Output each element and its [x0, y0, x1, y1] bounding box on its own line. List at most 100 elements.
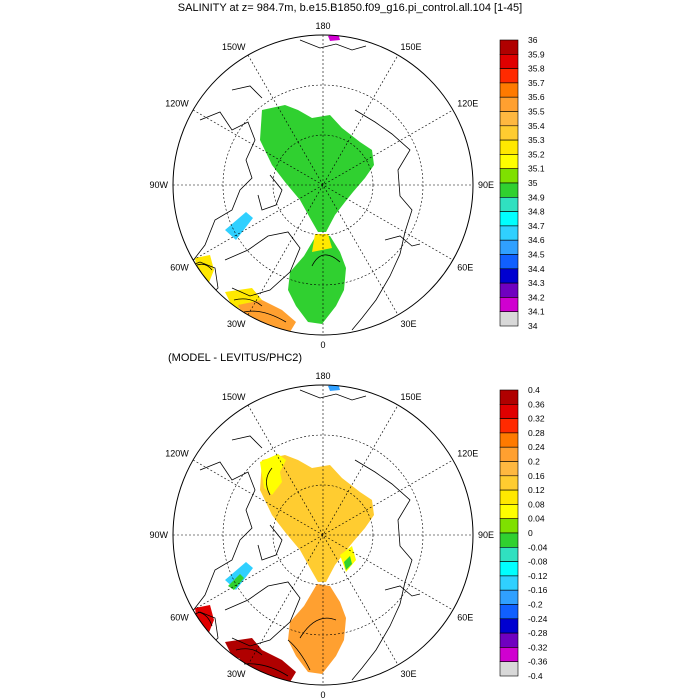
colorbar-label: -0.4	[528, 671, 543, 681]
difference-field	[195, 385, 374, 682]
lon-label: 180	[315, 371, 330, 381]
colorbar-swatch	[499, 618, 519, 634]
colorbar-label: 34.2	[528, 292, 545, 302]
colorbar-swatch	[499, 532, 519, 548]
colorbar-label: 35.6	[528, 92, 545, 102]
lon-label: 0	[320, 690, 325, 700]
colorbar-label: 34.9	[528, 192, 545, 202]
lon-label: 120W	[165, 449, 189, 459]
labrador-green-region	[228, 574, 244, 590]
colorbar-label: -0.08	[528, 557, 548, 567]
lon-label: 60E	[457, 263, 473, 273]
colorbar-swatch	[499, 489, 519, 505]
nordic-seas-region	[288, 584, 346, 674]
salinity-map: 180 150E 120E 90E 60E 30E 0 30W 60W 90W 120W 150W 3…	[149, 21, 545, 350]
colorbar: 0.4 0.36 0.32 0.28 0.24 0.2 0.16 0.12 0.08 0.04 0 -…	[499, 385, 548, 681]
colorbar-label: 34.3	[528, 278, 545, 288]
fram-strait-region	[312, 234, 332, 252]
panel-title: (MODEL - LEVITUS/PHC2)	[168, 352, 303, 364]
colorbar: 36 35.9 35.8 35.7 35.6 35.5 35.4 35.3 35.2 35.1 35…	[499, 35, 545, 331]
lon-label: 30W	[227, 319, 246, 329]
colorbar-label: -0.36	[528, 657, 548, 667]
colorbar-swatch	[499, 82, 519, 98]
colorbar-swatch	[499, 211, 519, 227]
lon-label: 150W	[222, 42, 246, 52]
lon-label: 150E	[401, 392, 422, 402]
colorbar-swatch	[499, 575, 519, 591]
colorbar-swatch	[499, 225, 519, 241]
colorbar-label: 34.5	[528, 250, 545, 260]
colorbar-label: 35.7	[528, 78, 545, 88]
baffin-region	[195, 255, 214, 285]
lon-label: 30E	[401, 319, 417, 329]
colorbar-label: 0.16	[528, 471, 545, 481]
colorbar-swatch	[499, 647, 519, 662]
lon-label: 60W	[170, 613, 189, 623]
colorbar-swatch	[499, 197, 519, 212]
lon-label: 120E	[457, 99, 478, 109]
kara-green-region	[344, 556, 352, 570]
lon-label: 60W	[170, 263, 189, 273]
colorbar-label: -0.2	[528, 600, 543, 610]
panel-title: SALINITY at z= 984.7m, b.e15.B1850.f09_g…	[177, 2, 523, 14]
colorbar-label: -0.16	[528, 585, 548, 595]
map-boundary	[172, 34, 474, 336]
salinity-field	[195, 35, 374, 332]
contours	[196, 254, 341, 323]
colorbar-label: 0.36	[528, 399, 545, 409]
colorbar-label: 0.4	[528, 385, 540, 395]
lon-label: 90W	[149, 530, 168, 540]
colorbar-label: 35.4	[528, 121, 545, 131]
pacific-inflow-region	[328, 35, 340, 41]
lon-label: 120W	[165, 99, 189, 109]
lon-label: 0	[320, 340, 325, 350]
lon-label: 30W	[227, 669, 246, 679]
arctic-basin-region	[260, 455, 374, 582]
colorbar-swatch	[499, 168, 519, 184]
colorbar-label: 35.3	[528, 135, 545, 145]
colorbar-swatch	[499, 589, 519, 605]
colorbar-label: 35.8	[528, 64, 545, 74]
colorbar-label: 34.4	[528, 264, 545, 274]
difference-map: 180 150E 120E 90E 60E 30E 0 30W 60W 90W 120W 150W 0…	[149, 371, 548, 700]
colorbar-swatch	[499, 96, 519, 112]
colorbar-label: 0.28	[528, 428, 545, 438]
colorbar-label: 34	[528, 321, 538, 331]
colorbar-swatch	[499, 125, 519, 141]
lon-label: 90E	[478, 180, 494, 190]
contours	[197, 467, 337, 677]
colorbar-swatch	[499, 53, 519, 69]
colorbar-label: 35	[528, 178, 538, 188]
colorbar-label: 34.7	[528, 221, 545, 231]
colorbar-swatch	[499, 154, 519, 169]
colorbar-label: 35.1	[528, 164, 545, 174]
colorbar-swatch	[499, 561, 519, 577]
salinity-panel: SALINITY at z= 984.7m, b.e15.B1850.f09_g…	[149, 2, 545, 350]
colorbar-swatch	[499, 268, 519, 284]
lon-label: 60E	[457, 613, 473, 623]
lon-label: 150W	[222, 392, 246, 402]
colorbar-swatch	[499, 68, 519, 84]
colorbar-label: 35.2	[528, 149, 545, 159]
colorbar-swatch	[499, 254, 519, 270]
longitude-labels: 180 150E 120E 90E 60E 30E 0 30W 60W 90W 120W 150W	[149, 21, 494, 350]
arctic-basin-region	[260, 105, 374, 232]
colorbar-swatch	[499, 139, 519, 155]
colorbar-label: 35.5	[528, 107, 545, 117]
colorbar-swatch	[499, 661, 519, 677]
colorbar-swatch	[499, 547, 519, 562]
colorbar-swatch	[499, 282, 519, 298]
colorbar-label: -0.04	[528, 542, 548, 552]
colorbar-swatch	[499, 39, 519, 55]
colorbar-label: 36	[528, 35, 538, 45]
lon-label: 150E	[401, 42, 422, 52]
colorbar-label: 0.2	[528, 457, 540, 467]
colorbar-swatch	[499, 239, 519, 255]
map-boundary	[172, 384, 474, 686]
colorbar-label: 34.1	[528, 307, 545, 317]
colorbar-label: 34.6	[528, 235, 545, 245]
colorbar-swatch	[499, 604, 519, 620]
colorbar-label: -0.32	[528, 642, 548, 652]
colorbar-swatch	[499, 403, 519, 419]
colorbar-swatch	[499, 111, 519, 127]
